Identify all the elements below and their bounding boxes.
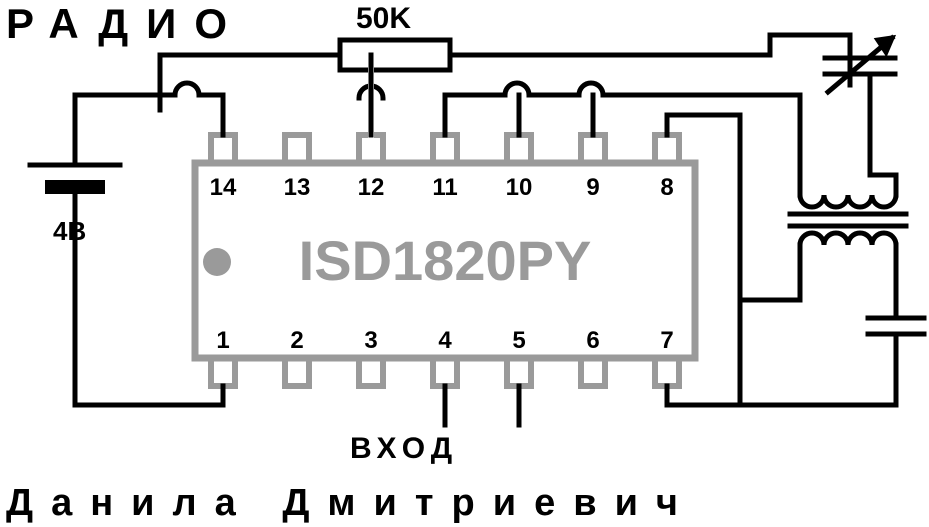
pin-label: 10	[506, 174, 533, 201]
pin-label: 6	[586, 327, 599, 354]
pin-label: 4	[438, 327, 452, 354]
ic-chip: ISD1820PY 14 13 12 11 10	[195, 135, 695, 386]
capacitor-icon	[740, 300, 924, 405]
variable-capacitor-icon	[825, 35, 895, 175]
battery-label: 4В	[53, 216, 86, 247]
pin-label: 2	[290, 327, 303, 354]
author: Данила Дмитриевич	[6, 482, 696, 525]
pin-label: 11	[432, 174, 457, 201]
pin-label: 13	[284, 174, 311, 201]
transformer-icon	[740, 175, 906, 300]
pin-label: 1	[216, 327, 229, 354]
input-label: ВХОД	[350, 432, 458, 466]
circuit-diagram: ISD1820PY 14 13 12 11 10	[0, 0, 929, 527]
pin-label: 5	[512, 327, 525, 354]
pin-label: 12	[358, 174, 385, 201]
resistor-label: 50K	[356, 2, 411, 36]
pin-label: 8	[660, 174, 673, 201]
page-title: РАДИО	[6, 0, 245, 48]
chip-name: ISD1820PY	[299, 229, 592, 292]
pin-label: 14	[210, 174, 237, 201]
pin-label: 3	[364, 327, 377, 354]
pin-label: 7	[660, 327, 673, 354]
pin-label: 9	[586, 174, 599, 201]
